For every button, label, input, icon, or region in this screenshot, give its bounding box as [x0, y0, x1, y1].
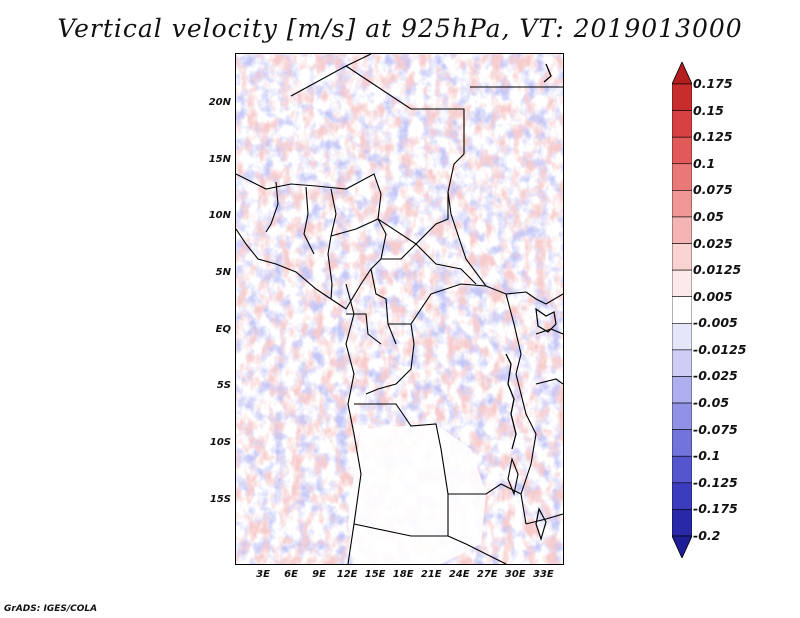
colorbar-segment	[672, 322, 692, 351]
colorbar-segment	[672, 509, 692, 537]
lat-label-10s: 10S	[209, 437, 231, 448]
colorbar-label: 0.025	[693, 235, 733, 251]
colorbar-label: -0.025	[693, 368, 738, 384]
lon-label-3e: 3E	[256, 569, 270, 580]
lat-label-eq: EQ	[215, 323, 231, 335]
lon-label-27e: 27E	[476, 569, 498, 580]
lon-label-12e: 12E	[336, 569, 358, 580]
lon-label-15e: 15E	[364, 569, 386, 580]
colorbar-segment	[672, 110, 692, 138]
colorbar-segment	[672, 402, 692, 430]
colorbar-label: 0.005	[693, 288, 733, 304]
vertical-velocity-field	[236, 54, 563, 564]
lat-label-5n: 5N	[215, 267, 231, 278]
lat-label-20n: 20N	[208, 97, 231, 108]
lon-label-30e: 30E	[504, 569, 526, 580]
colorbar-segment	[672, 136, 692, 165]
lon-label-9e: 9E	[312, 569, 326, 580]
lon-label-6e: 6E	[284, 569, 298, 580]
lat-label-15n: 15N	[208, 153, 231, 165]
colorbar-label: 0.15	[693, 102, 724, 118]
map-panel	[235, 53, 564, 565]
colorbar-segment	[672, 482, 692, 510]
colorbar-segment	[672, 376, 692, 404]
colorbar-segment	[672, 190, 692, 218]
colorbar-label: -0.125	[693, 474, 738, 490]
colorbar-label: -0.1	[693, 448, 721, 464]
colorbar-label: -0.075	[693, 421, 738, 437]
map-title: Vertical velocity [m/s] at 925hPa, VT: 2…	[57, 14, 743, 43]
colorbar-segment	[672, 349, 692, 377]
grads-credit: GrADS: IGES/COLA	[4, 604, 98, 614]
colorbar-top-triangle	[672, 62, 692, 85]
colorbar-label: -0.0125	[693, 341, 747, 357]
lon-label-33e: 33E	[532, 569, 554, 580]
colorbar-label: 0.1	[693, 155, 716, 171]
colorbar-label: -0.2	[693, 528, 721, 543]
lon-label-18e: 18E	[392, 569, 414, 580]
colorbar-label: -0.005	[693, 315, 738, 331]
colorbar-segment	[672, 216, 692, 244]
country-borders	[236, 54, 563, 564]
lat-label-10n: 10N	[208, 210, 231, 222]
lat-label-5s: 5S	[216, 380, 231, 392]
lon-label-21e: 21E	[420, 569, 442, 580]
colorbar-label: 0.175	[693, 76, 733, 91]
colorbar-segment	[672, 83, 692, 111]
lon-label-24e: 24E	[448, 569, 470, 580]
colorbar-label: 0.0125	[693, 262, 742, 278]
colorbar-label: 0.125	[693, 129, 733, 145]
colorbar-segment	[672, 296, 692, 324]
colorbar-segment	[672, 243, 692, 271]
colorbar-label: 0.075	[693, 182, 733, 198]
colorbar-segment	[672, 455, 692, 484]
colorbar-label: 0.05	[693, 208, 724, 224]
colorbar-segment	[672, 163, 692, 191]
colorbar-segment	[672, 429, 692, 457]
colorbar-bottom-triangle	[672, 535, 692, 558]
colorbar-label: -0.175	[693, 501, 738, 517]
lat-label-15s: 15S	[209, 493, 231, 505]
colorbar	[672, 62, 692, 558]
colorbar-segment	[672, 269, 692, 298]
colorbar-label: -0.05	[693, 395, 730, 411]
